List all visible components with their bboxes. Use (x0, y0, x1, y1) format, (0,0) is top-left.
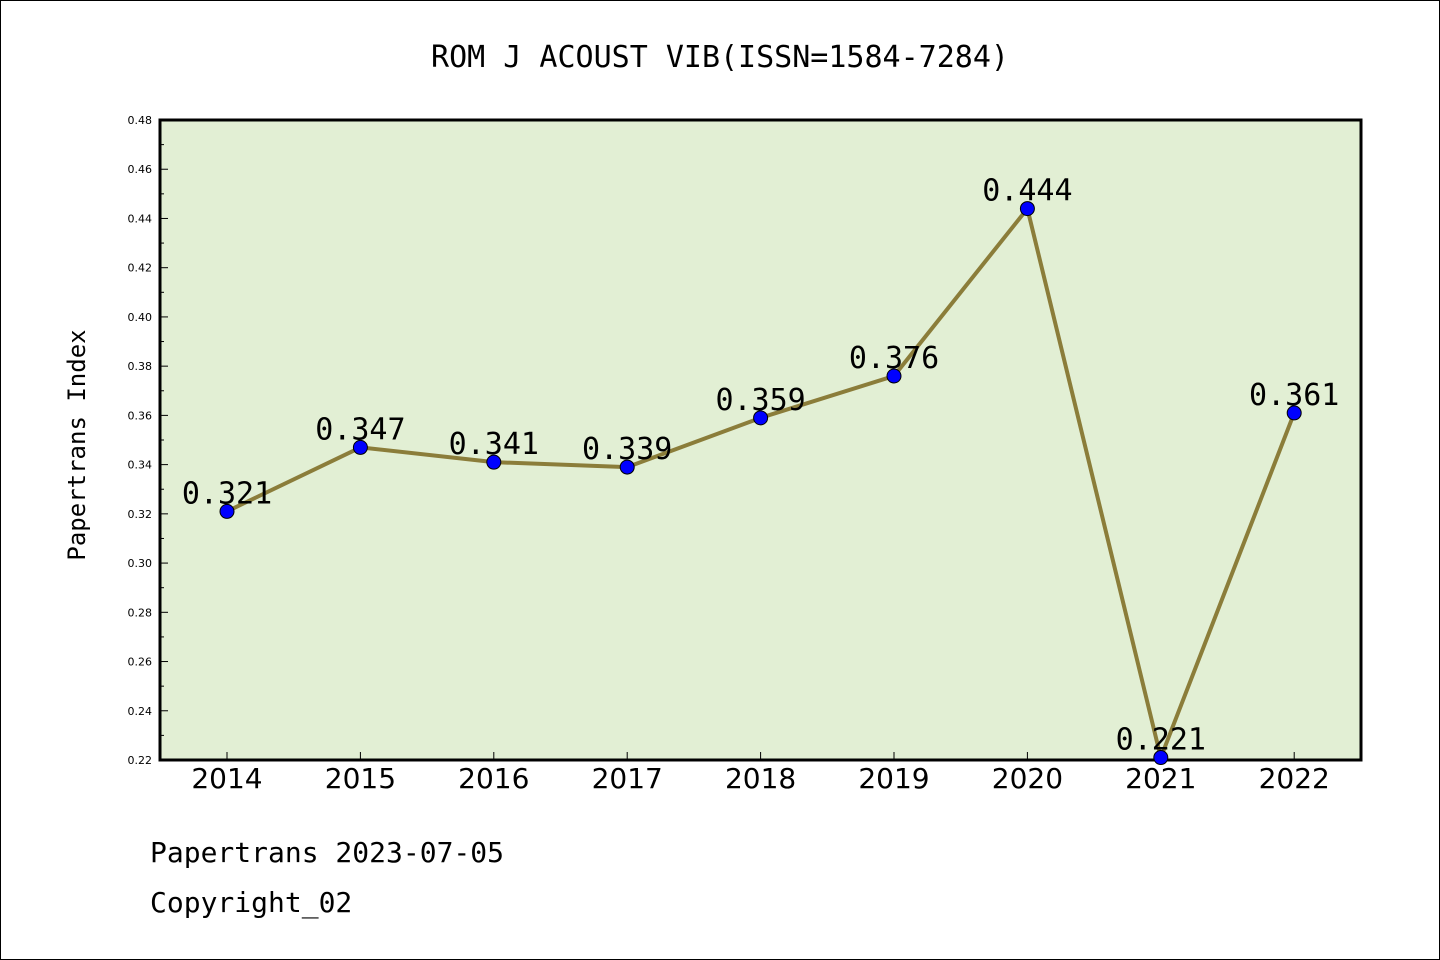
y-tick-label: 0.24 (128, 705, 153, 718)
y-tick-label: 0.38 (128, 360, 153, 373)
y-tick-label: 0.32 (128, 508, 153, 521)
data-point-2022 (1286, 405, 1302, 421)
x-tick-label: 2018 (725, 762, 796, 795)
data-label-2016: 0.341 (449, 427, 539, 462)
x-tick-label: 2019 (858, 762, 929, 795)
data-point-2016 (486, 454, 502, 470)
y-tick-label: 0.26 (128, 656, 153, 669)
data-label-2019: 0.376 (849, 341, 939, 376)
data-label-2022: 0.361 (1249, 378, 1339, 413)
y-tick-label: 0.22 (128, 754, 153, 767)
data-point-2017 (619, 459, 635, 475)
data-label-2018: 0.359 (715, 383, 805, 418)
y-tick-label: 0.28 (128, 606, 153, 619)
y-tick-label: 0.30 (128, 557, 153, 570)
data-label-2021: 0.221 (1116, 723, 1206, 758)
data-points (219, 201, 1302, 766)
y-axis-label: Papertrans Index (63, 329, 91, 560)
footer-copyright: Copyright_02 (150, 886, 353, 919)
y-tick-label: 0.36 (128, 409, 153, 422)
data-label-2017: 0.339 (582, 432, 672, 467)
data-label-2020: 0.444 (982, 174, 1072, 209)
data-point-2021 (1153, 750, 1169, 766)
x-axis-ticks: 2014 2015 2016 2017 2018 2019 2020 2021 2022 (191, 752, 1330, 795)
y-tick-label: 0.42 (128, 262, 153, 275)
y-tick-label: 0.40 (128, 311, 153, 324)
data-point-2018 (753, 410, 769, 426)
data-point-2015 (352, 439, 368, 455)
y-tick-label: 0.34 (128, 459, 153, 472)
data-point-2019 (886, 368, 902, 384)
x-tick-label: 2021 (1125, 762, 1196, 795)
y-axis-ticks: 0.22 0.24 0.26 0.28 0.30 0.32 0.34 0.36 0.38 0.40… (128, 114, 168, 767)
x-tick-label: 2017 (592, 762, 663, 795)
x-tick-label: 2015 (325, 762, 396, 795)
data-label-2015: 0.347 (315, 412, 405, 447)
data-labels: 0.321 0.347 0.341 0.339 0.359 0.376 0.444 0.221… (182, 174, 1340, 758)
x-tick-label: 2022 (1259, 762, 1330, 795)
chart-title: ROM J ACOUST VIB(ISSN=1584-7284) (431, 40, 1009, 75)
x-tick-label: 2020 (992, 762, 1063, 795)
data-label-2014: 0.321 (182, 476, 272, 511)
data-point-2020 (1019, 201, 1035, 217)
y-tick-label: 0.48 (128, 114, 153, 127)
y-tick-label: 0.46 (128, 163, 153, 176)
footer-date: Papertrans 2023-07-05 (150, 836, 505, 869)
y-tick-label: 0.44 (128, 212, 153, 225)
x-tick-label: 2016 (458, 762, 529, 795)
data-point-2014 (219, 503, 235, 519)
x-tick-label: 2014 (191, 762, 262, 795)
